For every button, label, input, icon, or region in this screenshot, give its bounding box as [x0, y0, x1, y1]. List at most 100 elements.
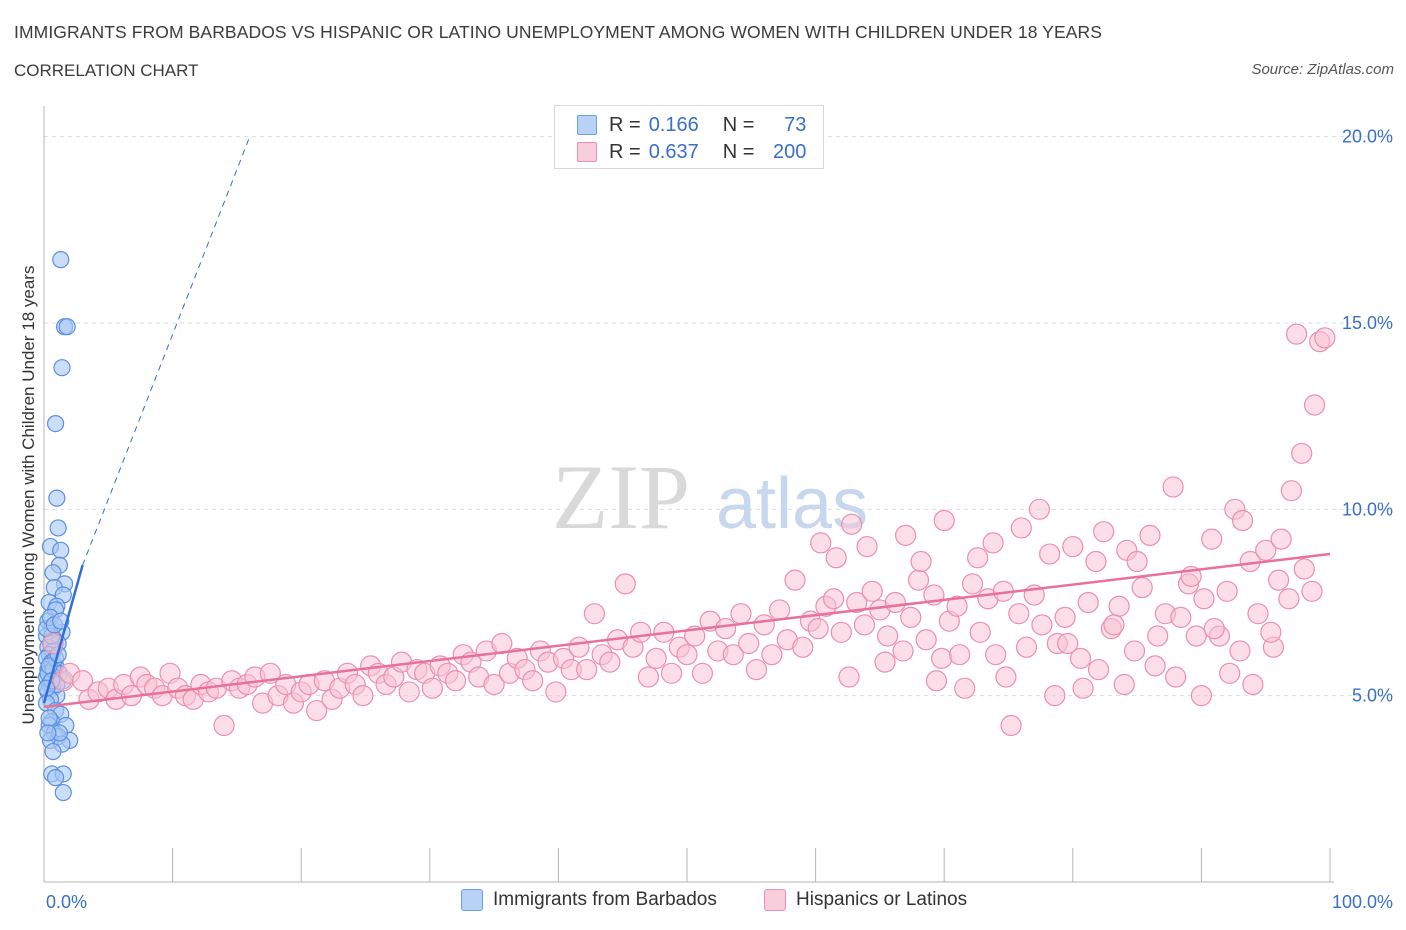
r-value: 0.637	[648, 140, 699, 163]
data-point-hispanic	[841, 513, 863, 535]
data-point-hispanic	[1062, 535, 1084, 558]
data-point-hispanic	[1193, 588, 1215, 610]
trend-lines	[42, 136, 1331, 709]
data-point-hispanic	[522, 670, 544, 692]
data-point-barbados	[46, 769, 65, 787]
data-point-barbados	[52, 541, 70, 559]
data-point-hispanic	[545, 681, 567, 703]
data-point-hispanic	[861, 580, 883, 602]
tick-labels: 5.0% 10.0% 15.0% 20.0% 0.0% 100.0%	[46, 127, 1393, 912]
data-point-barbados	[58, 318, 76, 336]
data-point-hispanic	[576, 658, 598, 681]
data-point-hispanic	[645, 647, 667, 669]
x-tick-label: 0.0%	[46, 892, 87, 912]
data-point-hispanic	[1000, 714, 1022, 737]
y-tick-label: 10.0%	[1342, 499, 1393, 519]
data-point-hispanic	[738, 632, 760, 655]
data-point-hispanic	[830, 621, 852, 643]
data-point-hispanic	[1203, 617, 1225, 640]
data-point-hispanic	[1069, 647, 1092, 669]
data-point-hispanic	[1028, 498, 1050, 520]
data-point-hispanic	[915, 629, 937, 651]
data-point-hispanic	[1010, 517, 1032, 539]
data-point-hispanic	[907, 569, 930, 591]
data-point-hispanic	[1077, 591, 1099, 614]
data-point-hispanic	[1144, 655, 1166, 677]
watermark: ZIP atlas	[552, 446, 868, 548]
data-point-hispanic	[1044, 685, 1066, 707]
data-point-hispanic	[1231, 509, 1254, 532]
legend-item-hispanic[interactable]: Hispanics or Latinos	[764, 889, 967, 911]
data-point-hispanic	[1301, 580, 1323, 602]
data-point-barbados	[44, 742, 62, 761]
trend-line-barbados	[42, 564, 84, 704]
data-point-hispanic	[1242, 673, 1264, 696]
y-tick-label: 5.0%	[1352, 686, 1393, 706]
series-legend: Immigrants from Barbados Hispanics or La…	[0, 889, 1406, 917]
data-point-hispanic	[954, 677, 976, 699]
r-value: 0.166	[648, 113, 699, 136]
data-point-hispanic	[846, 591, 868, 614]
data-point-hispanic	[444, 670, 467, 692]
data-point-hispanic	[1031, 614, 1053, 636]
data-point-barbados	[46, 415, 65, 433]
data-point-hispanic	[614, 573, 636, 595]
data-point-hispanic	[969, 621, 991, 643]
data-point-hispanic	[1229, 640, 1251, 662]
data-point-hispanic	[1131, 576, 1153, 599]
data-point-barbados	[39, 724, 57, 742]
data-point-hispanic	[838, 666, 860, 688]
data-point-barbados	[54, 783, 72, 802]
data-point-hispanic	[637, 666, 660, 688]
data-point-hispanic	[1285, 323, 1308, 345]
legend-label-barbados: Immigrants from Barbados	[493, 889, 717, 910]
data-point-hispanic	[753, 614, 775, 636]
data-point-hispanic	[810, 532, 832, 554]
data-point-hispanic	[823, 588, 845, 610]
data-point-hispanic	[1280, 480, 1303, 502]
axes	[43, 106, 1334, 883]
data-point-hispanic	[1201, 528, 1223, 550]
data-point-barbados	[49, 519, 67, 537]
data-point-hispanic	[768, 599, 791, 621]
data-point-barbados	[53, 359, 71, 377]
data-point-hispanic	[1170, 606, 1192, 628]
data-point-hispanic	[745, 658, 768, 681]
data-point-hispanic	[877, 625, 899, 647]
data-point-hispanic	[961, 573, 984, 595]
y-tick-label: 20.0%	[1342, 127, 1393, 147]
data-point-hispanic	[691, 662, 714, 684]
data-point-hispanic	[1057, 632, 1079, 655]
data-point-hispanic	[807, 617, 829, 640]
legend-swatch-hispanic	[577, 142, 597, 162]
data-point-hispanic	[1113, 673, 1135, 696]
data-point-hispanic	[1139, 524, 1161, 547]
stats-legend: R = 0.166 N = 73 R = 0.637 N = 200	[554, 105, 824, 169]
legend-label-hispanic: Hispanics or Latinos	[796, 889, 968, 910]
data-point-hispanic	[1108, 595, 1130, 617]
data-point-hispanic	[1039, 543, 1061, 565]
data-point-hispanic	[1278, 588, 1300, 610]
data-point-hispanic	[1216, 580, 1238, 602]
data-point-hispanic	[1085, 550, 1107, 573]
data-point-hispanic	[884, 591, 906, 614]
data-point-hispanic	[630, 621, 652, 643]
data-point-hispanic	[853, 614, 876, 636]
data-point-hispanic	[599, 651, 621, 673]
data-point-hispanic	[714, 617, 737, 640]
data-point-hispanic	[1293, 558, 1315, 580]
data-point-hispanic	[761, 644, 783, 666]
data-point-hispanic	[213, 714, 235, 737]
data-point-hispanic	[1008, 603, 1030, 625]
data-point-hispanic	[722, 644, 744, 666]
legend-item-barbados[interactable]: Immigrants from Barbados	[461, 889, 717, 911]
data-point-hispanic	[1314, 327, 1336, 349]
stats-row-hispanic: R = 0.637 N = 200	[577, 139, 806, 165]
data-point-hispanic	[1093, 521, 1115, 543]
data-point-hispanic	[1270, 528, 1292, 550]
data-point-hispanic	[71, 670, 94, 692]
data-point-hispanic	[1123, 640, 1146, 662]
data-point-hispanic	[1015, 636, 1038, 658]
data-point-hispanic	[1267, 569, 1290, 591]
